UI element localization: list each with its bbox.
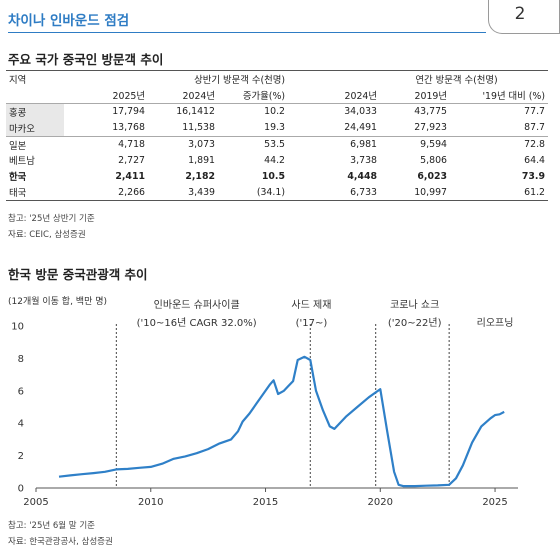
value-cell: 16,1412	[176, 106, 215, 118]
value-cell: 13,768	[64, 119, 148, 137]
region-cell: 마카오	[6, 119, 64, 137]
table-header-row-1: 지역 상반기 방문객 수(천명) 연간 방문객 수(천명)	[6, 69, 549, 87]
region-cell: 홍콩	[6, 103, 64, 120]
table-title: 주요 국가 중국인 방문객 추이	[8, 52, 164, 67]
table-row: 홍콩 17,794 16,1412 10.2 34,033 43,775 77.…	[6, 103, 548, 120]
value-cell: 10.2	[264, 106, 286, 118]
value-cell: 5,806	[420, 154, 448, 166]
x-tick-label: 2010	[138, 497, 163, 508]
region-header: 지역	[6, 69, 64, 87]
y-tick-label: 10	[11, 322, 24, 333]
value-cell: 73.9	[521, 170, 546, 182]
chart-source: 자료: 한국관광공사, 삼성증권	[8, 537, 113, 547]
value-cell: 2,266	[64, 184, 148, 202]
annotation-label: 코로나 쇼크	[390, 299, 439, 311]
value-cell: 19.3	[218, 119, 289, 137]
y-tick-label: 0	[18, 484, 24, 495]
value-cell: 11,538	[148, 119, 218, 137]
annotation-sublabel: ('17~)	[296, 318, 328, 329]
column-header: 2024년	[148, 86, 218, 104]
value-cell: 44.2	[264, 154, 286, 166]
value-cell: 87.7	[450, 119, 549, 137]
x-tick-label: 2020	[368, 497, 393, 508]
value-cell: 2,182	[185, 170, 215, 182]
value-cell: 6,733	[288, 184, 381, 202]
value-cell: 27,923	[380, 119, 451, 137]
y-tick-label: 6	[18, 386, 24, 397]
value-cell: 9,594	[420, 139, 448, 150]
table-row: 일본 4,718 3,073 53.5 6,981 9,594 72.8	[6, 136, 548, 152]
column-header: '19년 대비 (%)	[450, 86, 549, 104]
value-cell: 77.7	[524, 106, 546, 118]
report-header-title: 차이나 인바운드 점검	[8, 13, 130, 29]
annotation-sublabel: ('20~22년)	[388, 317, 442, 329]
value-cell: 6,981	[350, 139, 378, 150]
value-cell: (34.1)	[218, 184, 289, 202]
column-header: 2019년	[380, 86, 451, 104]
value-cell: 17,794	[112, 106, 145, 118]
value-cell: 53.5	[264, 139, 286, 150]
x-tick-label: 2025	[482, 497, 507, 508]
table-header-row-2: 2025년 2024년 증가율(%) 2024년 2019년 '19년 대비 (…	[6, 86, 549, 104]
column-header: 2024년	[288, 86, 381, 104]
value-cell: 4,448	[347, 170, 378, 182]
value-cell: 3,073	[188, 139, 215, 150]
region-cell: 태국	[6, 184, 64, 202]
value-cell: 3,439	[148, 184, 218, 202]
column-header: 증가율(%)	[218, 86, 289, 104]
table-row: 마카오 13,768 11,538 19.3 24,491 27,923 87.…	[6, 119, 549, 137]
value-cell: 64.4	[524, 154, 546, 166]
value-cell: 2,727	[118, 154, 145, 166]
column-header: 2025년	[64, 86, 148, 104]
header-divider	[8, 32, 486, 33]
half-year-group-header: 상반기 방문객 수(천명)	[64, 69, 289, 87]
line-chart: (12개월 이동 합, 백만 명) 0 2 4 6 8 10 2005 2010 2015 2020…	[8, 295, 518, 508]
value-cell: 61.2	[450, 184, 549, 202]
table-row: 베트남 2,727 1,891 44.2 3,738 5,806 64.4	[6, 152, 548, 168]
visitor-table: 지역 상반기 방문객 수(천명) 연간 방문객 수(천명) 2025년 2024…	[6, 69, 549, 202]
table-source: 자료: CEIC, 삼성증권	[8, 230, 86, 240]
table-row: 태국 2,266 3,439 (34.1) 6,733 10,997 61.2	[6, 184, 549, 202]
value-cell: 43,775	[414, 106, 448, 118]
x-tick-label: 2015	[253, 497, 278, 508]
region-cell: 일본	[9, 140, 27, 152]
value-cell: 4,718	[118, 139, 145, 150]
y-tick-label: 2	[18, 451, 24, 462]
region-cell: 베트남	[9, 156, 35, 168]
chart-title: 한국 방문 중국관광객 추이	[8, 267, 148, 282]
value-cell: 3,738	[350, 154, 378, 166]
annual-group-header: 연간 방문객 수(천명)	[288, 69, 549, 87]
region-cell: 한국	[9, 172, 27, 184]
y-tick-label: 4	[18, 419, 24, 430]
table-note: 참고: '25년 상반기 기준	[8, 214, 95, 224]
annotation-label: 리오프닝	[477, 317, 514, 329]
annotation-label: 인바운드 슈퍼사이클	[154, 299, 240, 311]
annotation-label: 사드 제재	[291, 299, 331, 311]
value-cell: 1,891	[188, 154, 215, 166]
table-row-korea: 한국 2,411 2,182 10.5 4,448 6,023 73.9	[6, 168, 548, 184]
y-unit-label: (12개월 이동 합, 백만 명)	[8, 295, 107, 307]
x-tick-label: 2005	[23, 497, 48, 508]
value-cell: 10,997	[380, 184, 451, 202]
value-cell: 24,491	[288, 119, 381, 137]
value-cell: 72.8	[524, 139, 546, 150]
value-cell: 6,023	[417, 170, 448, 182]
annotation-sublabel: ('10~16년 CAGR 32.0%)	[137, 317, 257, 329]
value-cell: 2,411	[115, 170, 145, 182]
chart-note: 참고: '25년 6월 말 기준	[8, 521, 95, 531]
value-cell: 10.5	[261, 170, 286, 182]
y-tick-label: 8	[18, 354, 24, 365]
value-cell: 34,033	[344, 106, 378, 118]
page-number: 2	[514, 4, 526, 24]
series-line	[58, 355, 505, 488]
